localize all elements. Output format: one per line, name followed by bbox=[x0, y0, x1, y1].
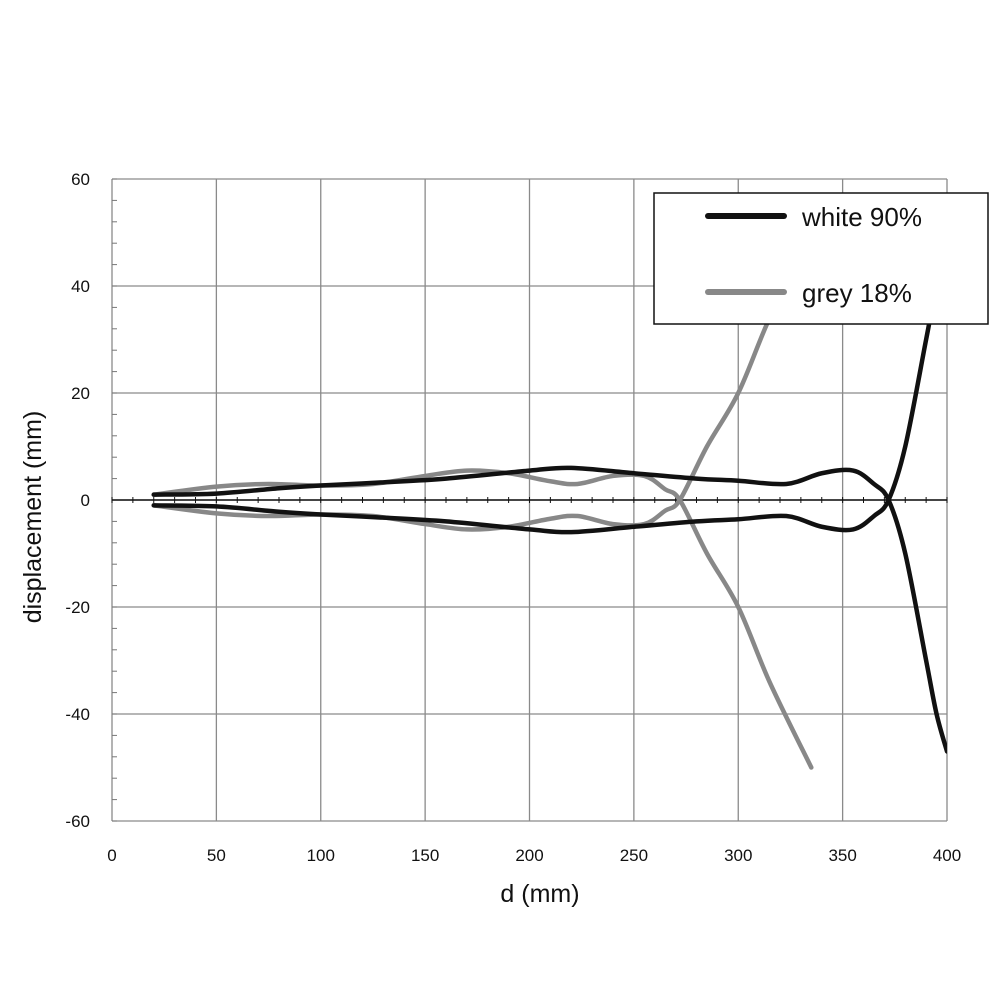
series-line-white-90 bbox=[151, 465, 947, 754]
x-tick-label: 400 bbox=[933, 846, 961, 865]
series-line-white-90-mirror bbox=[151, 246, 947, 535]
x-tick-label: 100 bbox=[307, 846, 335, 865]
y-tick-label: 60 bbox=[71, 170, 90, 189]
x-axis-label: d (mm) bbox=[500, 880, 579, 908]
y-tick-label: -60 bbox=[65, 812, 90, 831]
x-tick-label: 300 bbox=[724, 846, 752, 865]
y-tick-label: 20 bbox=[71, 384, 90, 403]
x-tick-label: 50 bbox=[207, 846, 226, 865]
x-tick-label: 250 bbox=[620, 846, 648, 865]
y-tick-label: 0 bbox=[81, 491, 90, 510]
y-tick-label: -40 bbox=[65, 705, 90, 724]
y-axis-label: displacement (mm) bbox=[19, 411, 47, 624]
minor-ticks bbox=[111, 178, 948, 822]
x-tick-label: 200 bbox=[515, 846, 543, 865]
x-tick-label: 150 bbox=[411, 846, 439, 865]
legend-label-white-90: white 90% bbox=[801, 202, 922, 232]
x-tick-label: 350 bbox=[828, 846, 856, 865]
x-tick-label: 0 bbox=[107, 846, 116, 865]
y-tick-label: 40 bbox=[71, 277, 90, 296]
legend: white 90% grey 18% bbox=[653, 192, 989, 325]
y-tick-labels: -60 -40 -20 0 20 40 60 bbox=[65, 170, 90, 831]
series-layer bbox=[151, 230, 947, 770]
legend-label-grey-18: grey 18% bbox=[802, 278, 912, 308]
y-tick-label: -20 bbox=[65, 598, 90, 617]
x-tick-labels: 0 50 100 150 200 250 300 350 400 bbox=[107, 846, 961, 865]
